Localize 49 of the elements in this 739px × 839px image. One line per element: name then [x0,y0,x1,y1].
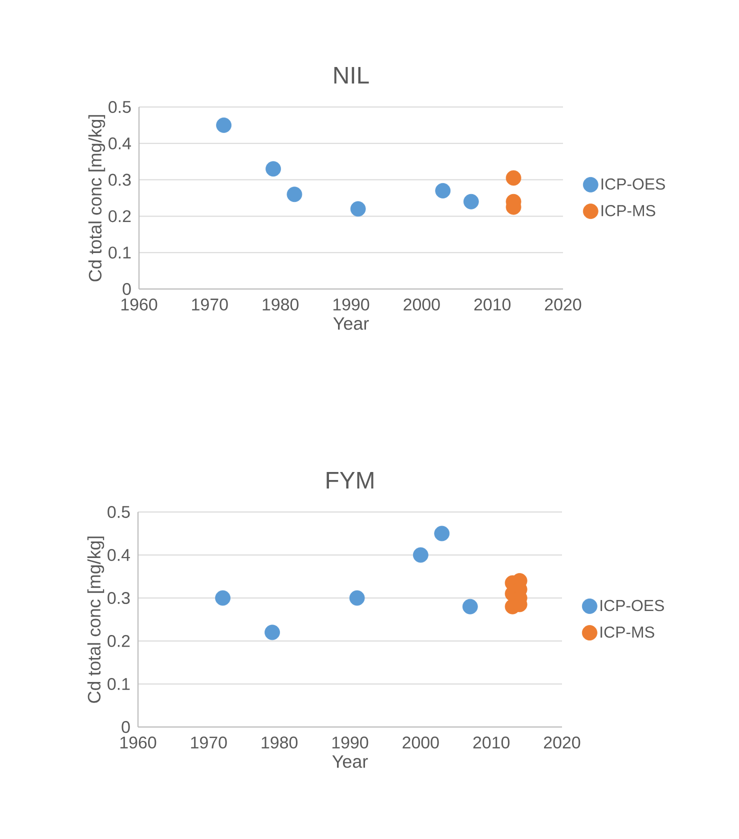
x-tick-label: 2020 [544,736,580,749]
legend-label: ICP-OES [600,600,664,612]
y-tick-label: 0.4 [108,137,131,150]
x-tick-label: 2010 [473,736,510,749]
point [506,170,522,186]
y-tick-label: 0.2 [108,210,131,222]
y-tick-label: 0.3 [108,592,130,604]
y-tick-label: 0.1 [108,246,131,259]
x-tick-label: 1980 [262,736,298,749]
y-tick-label: 0.2 [108,635,130,647]
y-tick-label: 0 [122,282,131,295]
x-tick-label: 1960 [121,298,158,311]
y-tick-label: 0.5 [108,506,130,518]
x-tick-label: 1990 [332,736,368,749]
point [462,598,478,614]
x-tick-label: 2010 [474,298,511,311]
x-tick-label: 2000 [402,736,439,749]
chart-title: NIL [334,67,369,84]
point [434,526,450,542]
x-axis-title: Year [332,755,368,768]
chart-title: FYM [326,472,374,488]
x-tick-label: 2020 [545,298,582,311]
legend-label: ICP-MS [602,204,656,216]
point [349,590,365,606]
point [463,194,479,210]
legend-label: ICP-MS [600,626,654,638]
point [350,201,366,217]
y-axis-title: Cd total conc [mg/kg] [87,536,104,703]
point [412,547,428,563]
y-tick-label: 0.5 [108,101,131,113]
y-axis-title: Cd total conc [mg/kg] [88,115,106,282]
x-tick-label: 2000 [404,298,440,311]
point [215,590,230,606]
x-tick-label: 1970 [191,736,227,749]
x-tick-label: 1970 [192,298,228,311]
y-tick-label: 0 [122,721,130,733]
x-tick-label: 1980 [262,298,299,311]
point [216,117,232,133]
x-tick-label: 1990 [333,298,370,311]
point [266,161,281,177]
y-tick-label: 0.3 [108,174,131,186]
x-axis-title: Year [333,317,369,330]
y-tick-label: 0.1 [108,678,130,690]
point [264,624,280,640]
x-tick-label: 1960 [120,736,156,749]
legend-label: ICP-OES [602,178,665,190]
y-tick-label: 0.4 [108,549,130,561]
point [435,183,451,198]
point [286,186,302,202]
